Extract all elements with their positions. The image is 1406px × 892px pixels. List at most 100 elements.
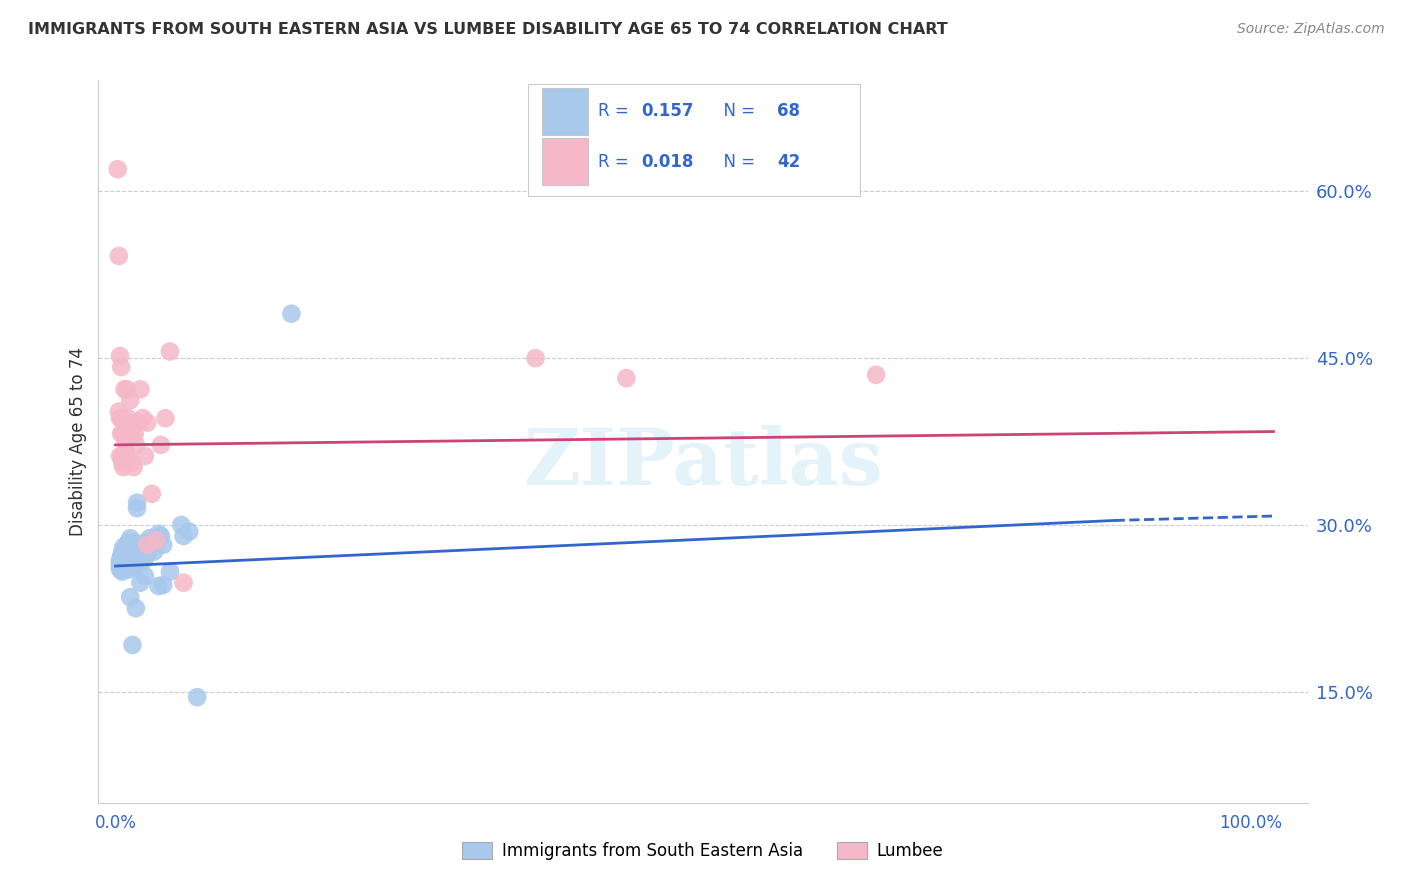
FancyBboxPatch shape <box>543 138 588 186</box>
Text: R =: R = <box>598 103 634 120</box>
Point <box>141 538 163 552</box>
Point <box>114 557 136 571</box>
Point <box>141 487 163 501</box>
Point <box>110 562 132 576</box>
Point <box>120 531 142 545</box>
Point <box>148 579 170 593</box>
Point <box>108 411 131 425</box>
Point <box>524 351 547 366</box>
Point <box>108 557 131 571</box>
Point <box>186 690 208 705</box>
Point <box>155 411 177 425</box>
Text: IMMIGRANTS FROM SOUTH EASTERN ASIA VS LUMBEE DISABILITY AGE 65 TO 74 CORRELATION: IMMIGRANTS FROM SOUTH EASTERN ASIA VS LU… <box>28 22 948 37</box>
Point <box>280 307 302 321</box>
Point <box>111 565 134 579</box>
Point <box>118 557 141 571</box>
Point <box>114 382 136 396</box>
Point <box>125 535 148 549</box>
Text: 42: 42 <box>776 153 800 171</box>
Point <box>120 393 142 408</box>
Point <box>149 438 172 452</box>
Point <box>114 426 136 441</box>
Point <box>170 517 193 532</box>
Point <box>122 547 145 561</box>
Point <box>112 562 135 576</box>
Point <box>614 371 637 385</box>
Text: 0.018: 0.018 <box>641 153 693 171</box>
Point <box>114 444 136 458</box>
Point <box>134 544 156 558</box>
Point <box>121 638 143 652</box>
Point <box>110 553 132 567</box>
Point <box>179 524 201 539</box>
Point <box>108 449 131 463</box>
Point <box>120 546 142 560</box>
Point <box>110 549 132 563</box>
Legend: Immigrants from South Eastern Asia, Lumbee: Immigrants from South Eastern Asia, Lumb… <box>456 835 950 867</box>
FancyBboxPatch shape <box>527 84 860 196</box>
Point <box>127 416 149 430</box>
Point <box>173 575 195 590</box>
Point <box>121 542 143 557</box>
Point <box>121 426 143 441</box>
Point <box>120 590 142 604</box>
Point <box>120 456 142 470</box>
Point <box>125 601 148 615</box>
Point <box>114 547 136 561</box>
Point <box>136 547 159 561</box>
Point <box>152 578 174 592</box>
Point <box>112 460 135 475</box>
Point <box>131 547 153 561</box>
Point <box>143 544 166 558</box>
Point <box>124 560 146 574</box>
Point <box>125 438 148 452</box>
Point <box>108 404 131 418</box>
Point <box>115 553 138 567</box>
Point <box>114 551 136 566</box>
Point <box>134 569 156 583</box>
Point <box>145 535 167 549</box>
Point <box>112 540 135 554</box>
Point <box>132 553 155 567</box>
Text: N =: N = <box>713 153 761 171</box>
Point <box>118 416 141 430</box>
Point <box>865 368 887 382</box>
Point <box>110 360 132 375</box>
Point <box>120 549 142 563</box>
Point <box>129 540 152 554</box>
Point <box>135 535 157 549</box>
Point <box>131 411 153 425</box>
Point <box>115 382 138 396</box>
Point <box>115 449 138 463</box>
Point <box>121 551 143 566</box>
Point <box>107 162 129 177</box>
Point <box>108 562 131 576</box>
Point <box>111 557 134 571</box>
Point <box>145 533 167 548</box>
Point <box>159 565 181 579</box>
Point <box>148 526 170 541</box>
Point <box>134 449 156 463</box>
Point <box>129 382 152 396</box>
Text: 0.157: 0.157 <box>641 103 693 120</box>
Point <box>128 557 150 571</box>
Point <box>136 416 159 430</box>
Y-axis label: Disability Age 65 to 74: Disability Age 65 to 74 <box>69 347 87 536</box>
FancyBboxPatch shape <box>543 88 588 135</box>
Point <box>117 411 139 425</box>
Point <box>115 540 138 554</box>
Point <box>138 531 160 545</box>
Point <box>110 551 132 566</box>
Point <box>114 434 136 448</box>
Point <box>112 551 135 566</box>
Point <box>111 560 134 574</box>
Point <box>112 426 135 441</box>
Text: N =: N = <box>713 103 761 120</box>
Point <box>149 529 172 543</box>
Point <box>124 553 146 567</box>
Text: 68: 68 <box>776 103 800 120</box>
Text: R =: R = <box>598 153 634 171</box>
Point <box>111 449 134 463</box>
Point <box>122 460 145 475</box>
Point <box>131 538 153 552</box>
